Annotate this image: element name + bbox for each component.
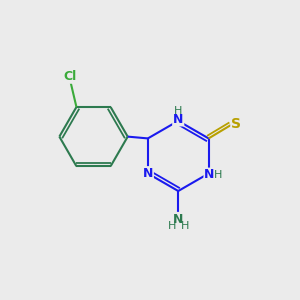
Text: H: H xyxy=(181,221,189,231)
Text: H: H xyxy=(214,170,222,180)
Text: H: H xyxy=(174,106,183,116)
Text: S: S xyxy=(231,116,241,130)
Text: N: N xyxy=(143,167,153,180)
Text: H: H xyxy=(167,221,176,231)
Text: N: N xyxy=(173,213,183,226)
Text: N: N xyxy=(173,112,183,126)
Text: Cl: Cl xyxy=(64,70,77,83)
Text: N: N xyxy=(204,169,215,182)
